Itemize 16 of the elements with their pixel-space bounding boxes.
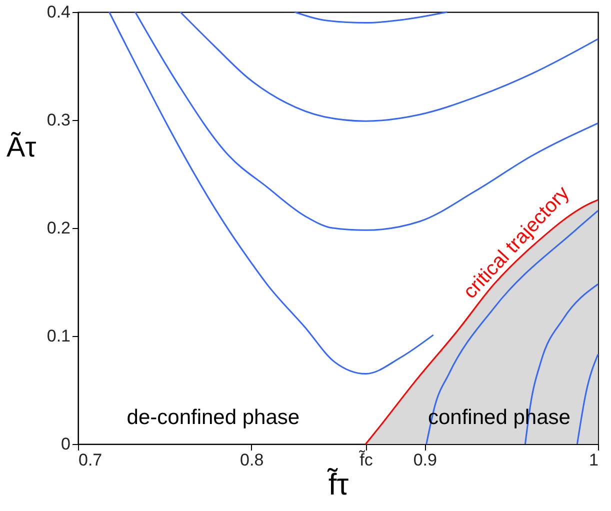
x-axis-title: f̃τ	[326, 468, 349, 502]
y-tick-label: 0.3	[46, 110, 70, 130]
y-tick-label: 0	[61, 434, 70, 454]
y-tick-label: 0.2	[46, 218, 70, 238]
y-tick-label: 0.1	[46, 326, 70, 346]
x-tick-label: f̃c	[358, 450, 374, 470]
x-tick-label: 0.8	[240, 450, 264, 470]
line-series	[180, 11, 599, 122]
x-tick-label: 0.9	[413, 450, 437, 470]
annotation: de-confined phase	[126, 406, 300, 430]
line-series	[294, 11, 448, 24]
x-tick-label: 0.7	[78, 450, 102, 470]
y-tick-label: 0.4	[46, 2, 70, 22]
y-axis-title: Ãτ	[6, 132, 36, 162]
line-series	[108, 11, 434, 375]
x-tick-label: 1	[589, 450, 598, 470]
